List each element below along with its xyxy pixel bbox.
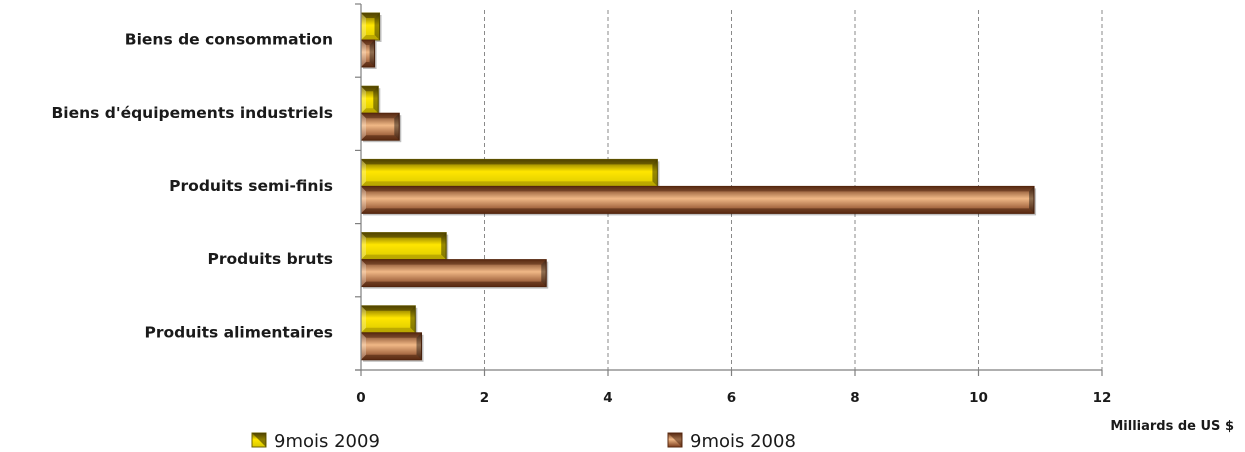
- x-axis-title: Milliards de US $: [1110, 419, 1234, 434]
- x-tick-label: 6: [727, 390, 736, 406]
- legend-item: 9mois 2009: [251, 431, 380, 452]
- bars-layer: [360, 12, 1037, 362]
- bar: [360, 305, 418, 335]
- x-tick-label: 12: [1093, 390, 1112, 406]
- category-label: Biens de consommation: [125, 31, 333, 49]
- legend-swatch: [667, 432, 683, 448]
- legend: 9mois 2009 9mois 2008: [251, 431, 796, 452]
- x-tick-label: 2: [480, 390, 489, 406]
- x-tick-label: 10: [969, 390, 988, 406]
- bar: [360, 158, 660, 189]
- x-tick-label: 0: [356, 390, 365, 406]
- axis-layer: [355, 3, 1103, 376]
- bar: [360, 232, 449, 262]
- category-label: Produits alimentaires: [145, 323, 333, 341]
- bar: [360, 39, 377, 69]
- bar: [360, 12, 382, 42]
- grid-layer: [484, 10, 1103, 370]
- category-label: Produits bruts: [207, 250, 333, 268]
- category-label: Produits semi-finis: [169, 177, 333, 195]
- legend-label: 9mois 2008: [690, 431, 796, 452]
- labels-layer: 0 2 4 6 8 10 12 Biens de consommation Biens d'éq…: [51, 31, 1111, 406]
- legend-item: 9mois 2008: [667, 431, 796, 452]
- bar: [360, 259, 549, 289]
- legend-swatch: [251, 432, 267, 448]
- legend-label: 9mois 2009: [274, 431, 380, 452]
- category-label: Biens d'équipements industriels: [51, 104, 333, 122]
- bar: [360, 332, 424, 362]
- bar: [360, 85, 381, 116]
- bar: [360, 185, 1037, 216]
- bar: [360, 112, 402, 143]
- x-tick-label: 8: [850, 390, 859, 406]
- x-tick-label: 4: [603, 390, 612, 406]
